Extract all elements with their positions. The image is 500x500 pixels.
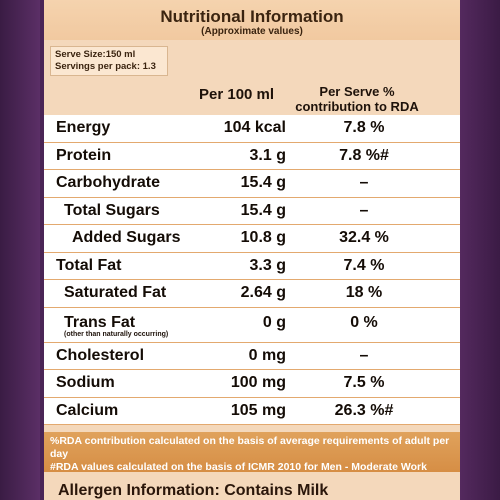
footnote-icmr: #RDA values calculated on the basis of I… [50, 461, 427, 472]
table-row: Protein 3.1 g 7.8 %# [44, 143, 460, 170]
nutrient-amount: 104 kcal [223, 119, 286, 136]
nutrient-rda: 7.5 % [343, 374, 385, 391]
nutrient-rda: 32.4 % [339, 229, 389, 246]
allergen-strip: Allergen Information: Contains Milk [44, 472, 460, 500]
nutrient-amount: 2.64 g [240, 284, 286, 301]
table-row: Trans Fat (other than naturally occurrin… [44, 308, 460, 343]
table-row: Calcium 105 mg 26.3 %# [44, 398, 460, 425]
nutrient-note: (other than naturally occurring) [64, 330, 169, 338]
nutrient-name: Trans Fat [64, 313, 136, 331]
nutrition-table: Energy 104 kcal 7.8 % Protein 3.1 g 7.8 … [44, 115, 460, 425]
nutrient-name: Energy [56, 119, 111, 136]
nutrient-amount: 100 mg [230, 374, 286, 391]
nutrient-amount: 15.4 g [240, 201, 286, 219]
nutrient-name: Calcium [56, 401, 119, 419]
nutrient-amount: 105 mg [230, 401, 286, 419]
nutrient-name: Total Fat [56, 256, 122, 274]
nutrient-rda: – [359, 174, 369, 191]
nutrient-rda: 7.4 % [343, 256, 385, 274]
panel-header: Nutritional Information (Approximate val… [44, 0, 460, 40]
nutrient-name-block: Trans Fat (other than naturally occurrin… [64, 314, 168, 339]
nutrient-rda: 7.8 % [343, 119, 385, 136]
nutrient-name: Carbohydrate [56, 174, 161, 191]
nutrient-rda: – [359, 346, 369, 364]
nutrient-amount: 15.4 g [240, 174, 286, 191]
nutrient-rda: – [359, 201, 369, 219]
nutrient-name: Added Sugars [72, 229, 181, 246]
nutrient-name: Sodium [56, 374, 115, 391]
nutrition-panel: Nutritional Information (Approximate val… [44, 0, 460, 472]
table-row: Total Sugars 15.4 g – [44, 198, 460, 225]
table-row: Cholesterol 0 mg – [44, 343, 460, 370]
nutrient-name: Saturated Fat [64, 284, 167, 301]
footnote-rda-basis: %RDA contribution calculated on the basi… [50, 435, 450, 460]
package-edge-left [0, 0, 40, 500]
column-header-per100: Per 100 ml [199, 86, 275, 103]
table-row: Total Fat 3.3 g 7.4 % [44, 253, 460, 280]
table-row: Saturated Fat 2.64 g 18 % [44, 280, 460, 308]
servings-per-pack: Servings per pack: 1.3 [55, 61, 156, 72]
table-row: Energy 104 kcal 7.8 % [44, 115, 460, 143]
nutrient-amount: 3.3 g [249, 256, 286, 274]
serve-size: Serve Size:150 ml [55, 49, 136, 60]
nutrient-rda: 0 % [350, 313, 378, 331]
nutrient-rda: 26.3 %# [334, 401, 394, 419]
nutrient-amount: 0 g [262, 313, 286, 331]
column-headers: Per 100 ml Per Serve % contribution to R… [44, 84, 460, 116]
panel-subtitle: (Approximate values) [201, 26, 303, 37]
nutrient-name: Cholesterol [56, 346, 145, 364]
allergen-info: Allergen Information: Contains Milk [58, 482, 329, 499]
nutrient-amount: 10.8 g [240, 229, 286, 246]
nutrient-name: Total Sugars [64, 201, 160, 219]
nutrient-amount: 0 mg [248, 346, 286, 364]
nutrient-rda: 18 % [345, 284, 383, 301]
table-row: Sodium 100 mg 7.5 % [44, 370, 460, 398]
serving-info: Serve Size:150 ml Servings per pack: 1.3 [50, 46, 168, 76]
footnotes: %RDA contribution calculated on the basi… [44, 432, 460, 472]
column-header-rda: Per Serve % contribution to RDA [295, 84, 419, 114]
table-row: Added Sugars 10.8 g 32.4 % [44, 225, 460, 253]
nutrient-amount: 3.1 g [249, 146, 286, 164]
panel-title: Nutritional Information [160, 7, 344, 26]
table-row: Carbohydrate 15.4 g – [44, 170, 460, 198]
nutrient-name: Protein [56, 146, 112, 164]
nutrient-rda: 7.8 %# [339, 146, 389, 164]
